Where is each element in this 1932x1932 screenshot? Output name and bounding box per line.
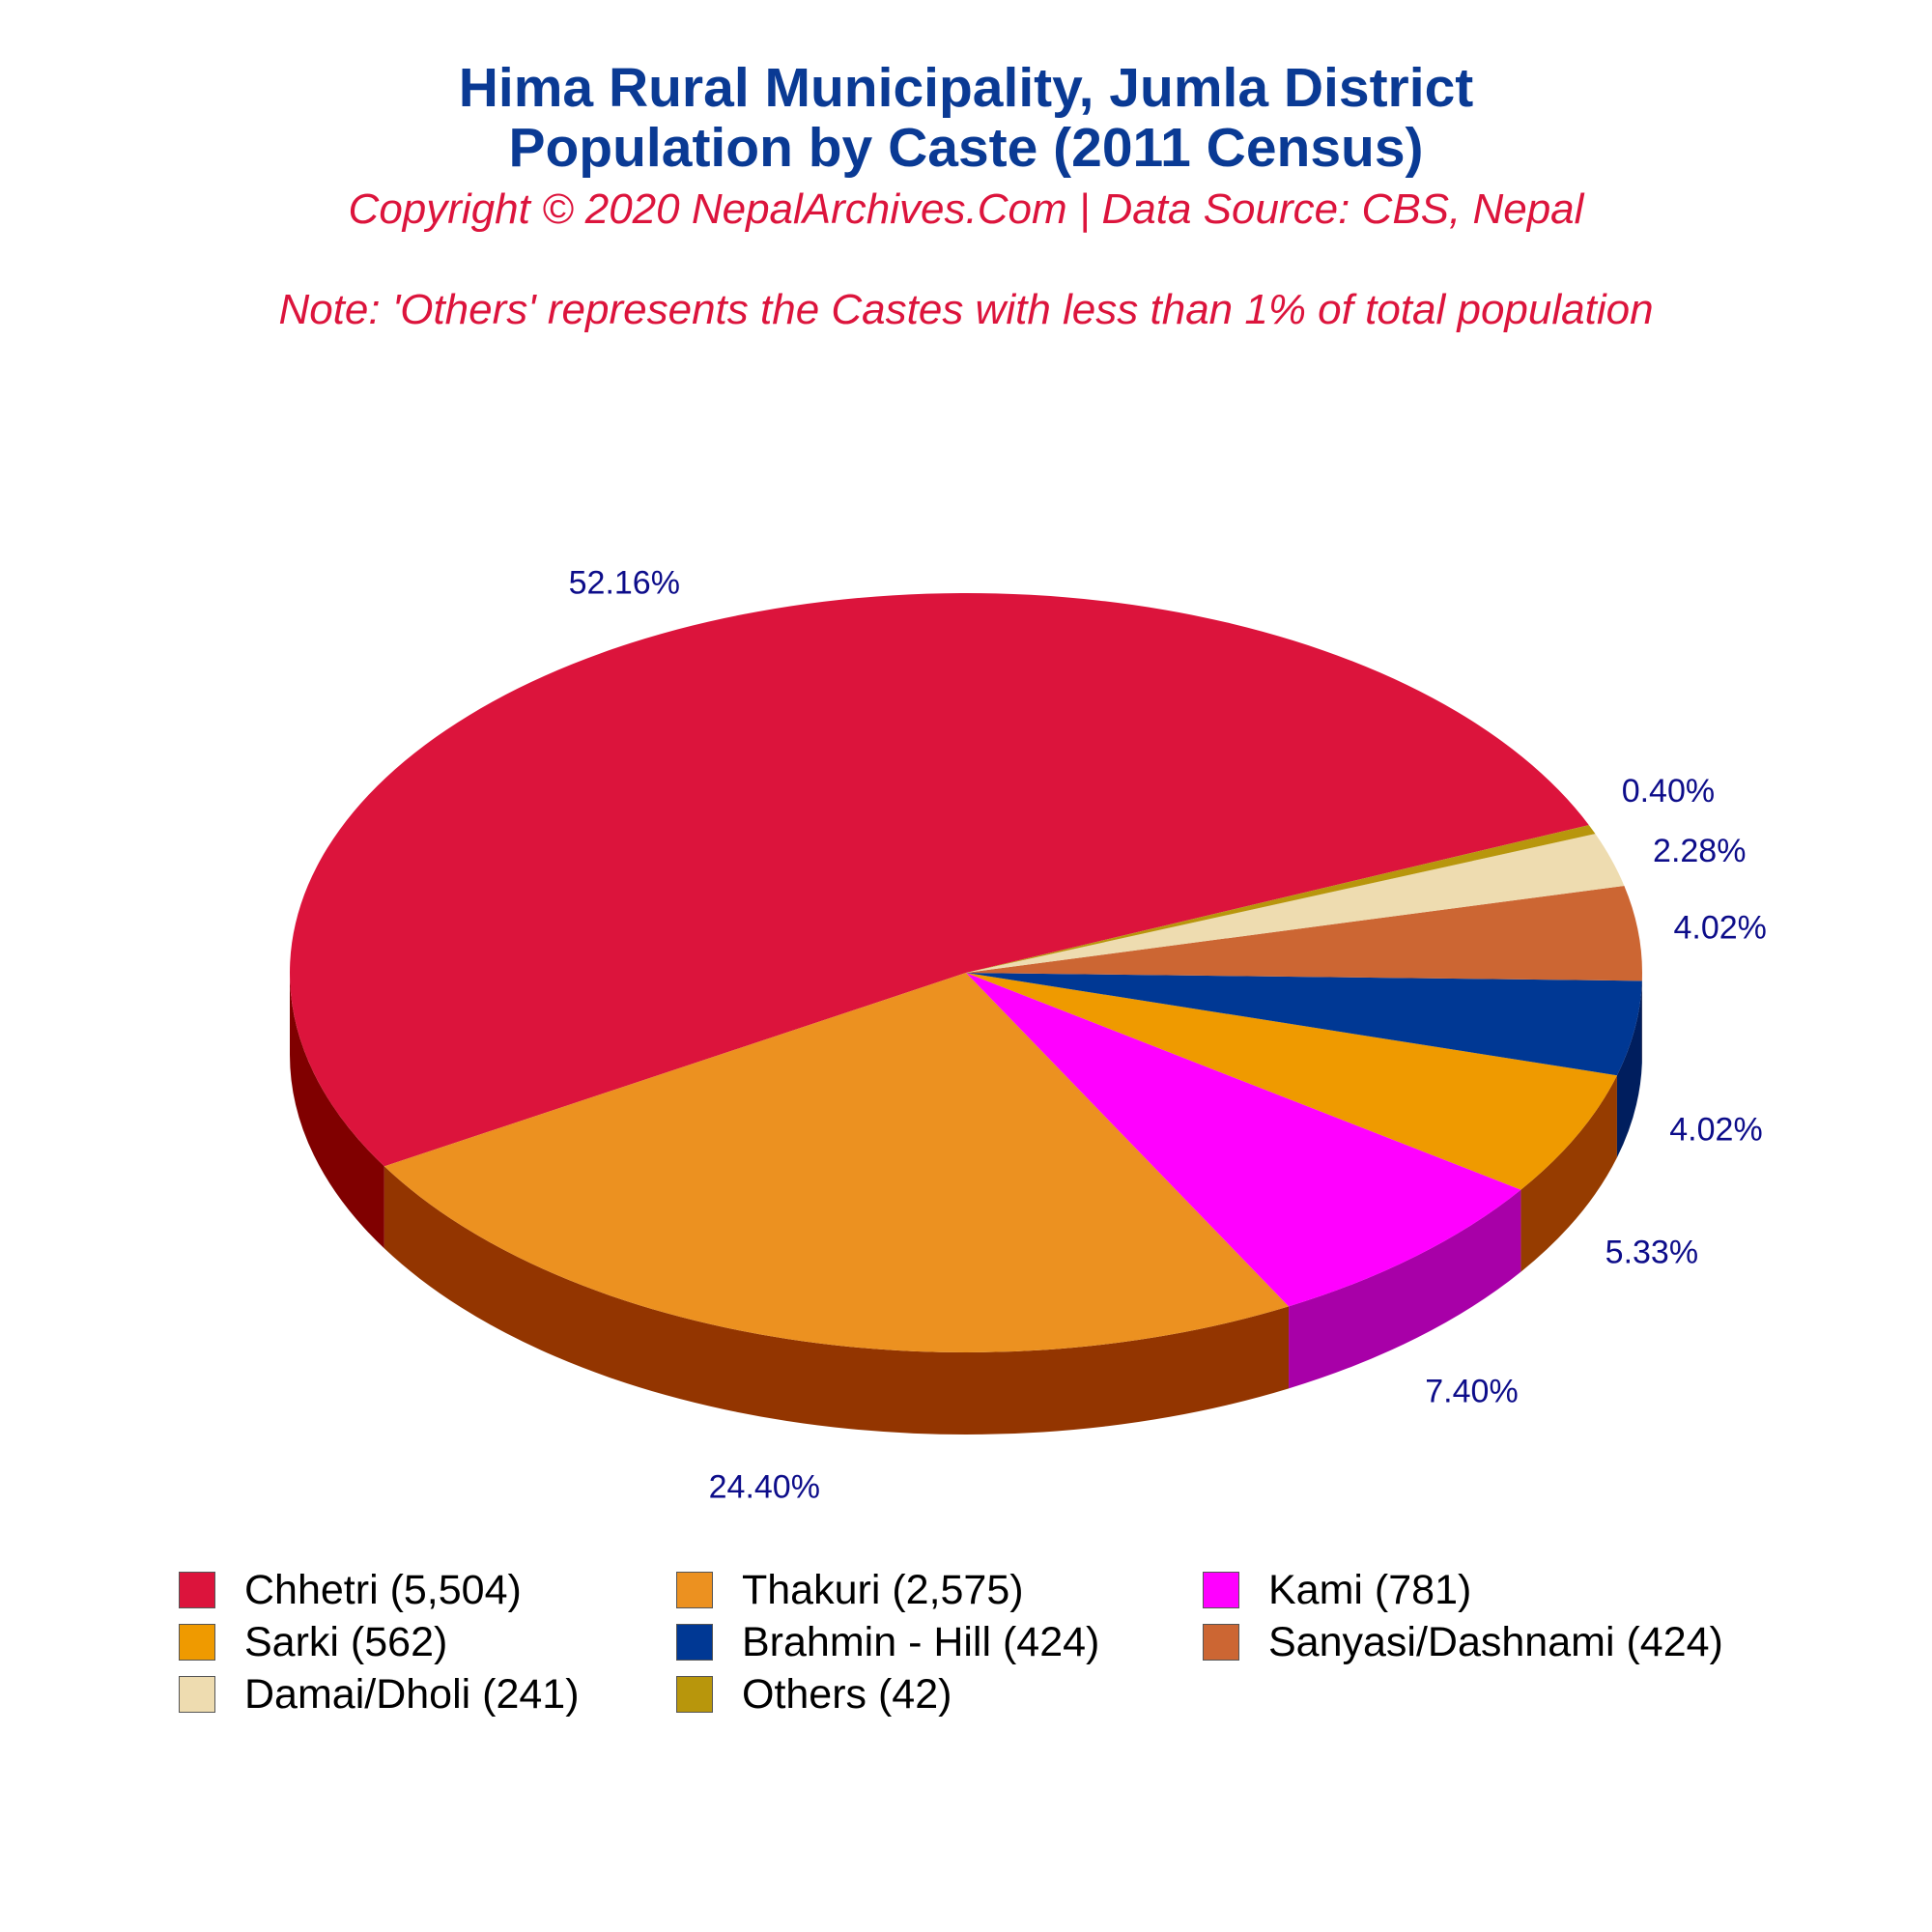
pie-slice-chhetri bbox=[289, 592, 1589, 1167]
pie-slice-kami bbox=[966, 973, 1521, 1307]
legend-swatch bbox=[179, 1676, 215, 1713]
chart-title-block: Hima Rural Municipality, Jumla District … bbox=[0, 58, 1932, 234]
pie-slice-damai-dholi bbox=[966, 834, 1625, 973]
pie-slice-sarki bbox=[966, 973, 1617, 1190]
legend-item: Others (42) bbox=[676, 1669, 952, 1719]
pie-slice-sanyasi-dashnami bbox=[966, 885, 1643, 981]
legend-label: Kami (781) bbox=[1268, 1566, 1472, 1613]
pie-side-brahmin-hill bbox=[1616, 980, 1642, 1158]
pie-slice-brahmin-hill bbox=[966, 973, 1642, 1076]
legend-label: Brahmin - Hill (424) bbox=[742, 1618, 1100, 1665]
pct-label-others: 0.40% bbox=[1622, 773, 1715, 810]
legend-item: Chhetri (5,504) bbox=[179, 1565, 522, 1615]
legend-label: Chhetri (5,504) bbox=[244, 1566, 522, 1613]
pct-label-kami: 7.40% bbox=[1425, 1374, 1518, 1410]
chart-title-line-1: Hima Rural Municipality, Jumla District bbox=[458, 57, 1474, 119]
legend-swatch bbox=[179, 1624, 215, 1661]
pie-side-sarki bbox=[1520, 1075, 1617, 1272]
legend-swatch bbox=[676, 1572, 713, 1608]
legend-swatch bbox=[1203, 1624, 1239, 1661]
pie-side-walls bbox=[290, 973, 1642, 1435]
legend-swatch bbox=[676, 1624, 713, 1661]
chart-subtitle: Copyright © 2020 NepalArchives.Com | Dat… bbox=[348, 185, 1584, 233]
legend-item: Sanyasi/Dashnami (424) bbox=[1203, 1617, 1723, 1667]
legend-item: Damai/Dholi (241) bbox=[179, 1669, 580, 1719]
legend-swatch bbox=[1203, 1572, 1239, 1608]
pie-slice-thakuri bbox=[384, 973, 1290, 1353]
legend-label: Sarki (562) bbox=[244, 1618, 448, 1665]
legend-swatch bbox=[676, 1676, 713, 1713]
chart-note: Note: 'Others' represents the Castes wit… bbox=[278, 286, 1654, 333]
legend-label: Thakuri (2,575) bbox=[742, 1566, 1024, 1613]
legend-item: Thakuri (2,575) bbox=[676, 1565, 1024, 1615]
pct-label-chhetri: 52.16% bbox=[569, 565, 680, 602]
legend-label: Sanyasi/Dashnami (424) bbox=[1268, 1618, 1723, 1665]
legend: Chhetri (5,504) Thakuri (2,575) Kami (781)… bbox=[0, 1565, 1932, 1739]
legend-item: Brahmin - Hill (424) bbox=[676, 1617, 1099, 1667]
pct-label-thakuri: 24.40% bbox=[709, 1469, 820, 1506]
legend-label: Damai/Dholi (241) bbox=[244, 1670, 580, 1718]
pie-slice-others bbox=[966, 825, 1596, 973]
pie-side-chhetri bbox=[290, 973, 384, 1249]
legend-item: Kami (781) bbox=[1203, 1565, 1471, 1615]
legend-swatch bbox=[179, 1572, 215, 1608]
legend-label: Others (42) bbox=[742, 1670, 952, 1718]
pct-label-sanyasi-dashnami: 4.02% bbox=[1673, 910, 1766, 947]
pct-label-damai-dholi: 2.28% bbox=[1653, 833, 1746, 869]
pct-label-brahmin-hill: 4.02% bbox=[1669, 1112, 1762, 1149]
pct-label-sarki: 5.33% bbox=[1605, 1234, 1698, 1270]
pie-percent-labels: 52.16% 24.40% 7.40% 5.33% 4.02% 4.02% 2.28% 0.4… bbox=[569, 565, 1767, 1506]
legend-item: Sarki (562) bbox=[179, 1617, 447, 1667]
pie-slices bbox=[289, 592, 1643, 1353]
pie-side-thakuri bbox=[384, 1166, 1290, 1435]
chart-title-line-2: Population by Caste (2011 Census) bbox=[508, 117, 1424, 179]
pie-side-kami bbox=[1289, 1189, 1521, 1389]
